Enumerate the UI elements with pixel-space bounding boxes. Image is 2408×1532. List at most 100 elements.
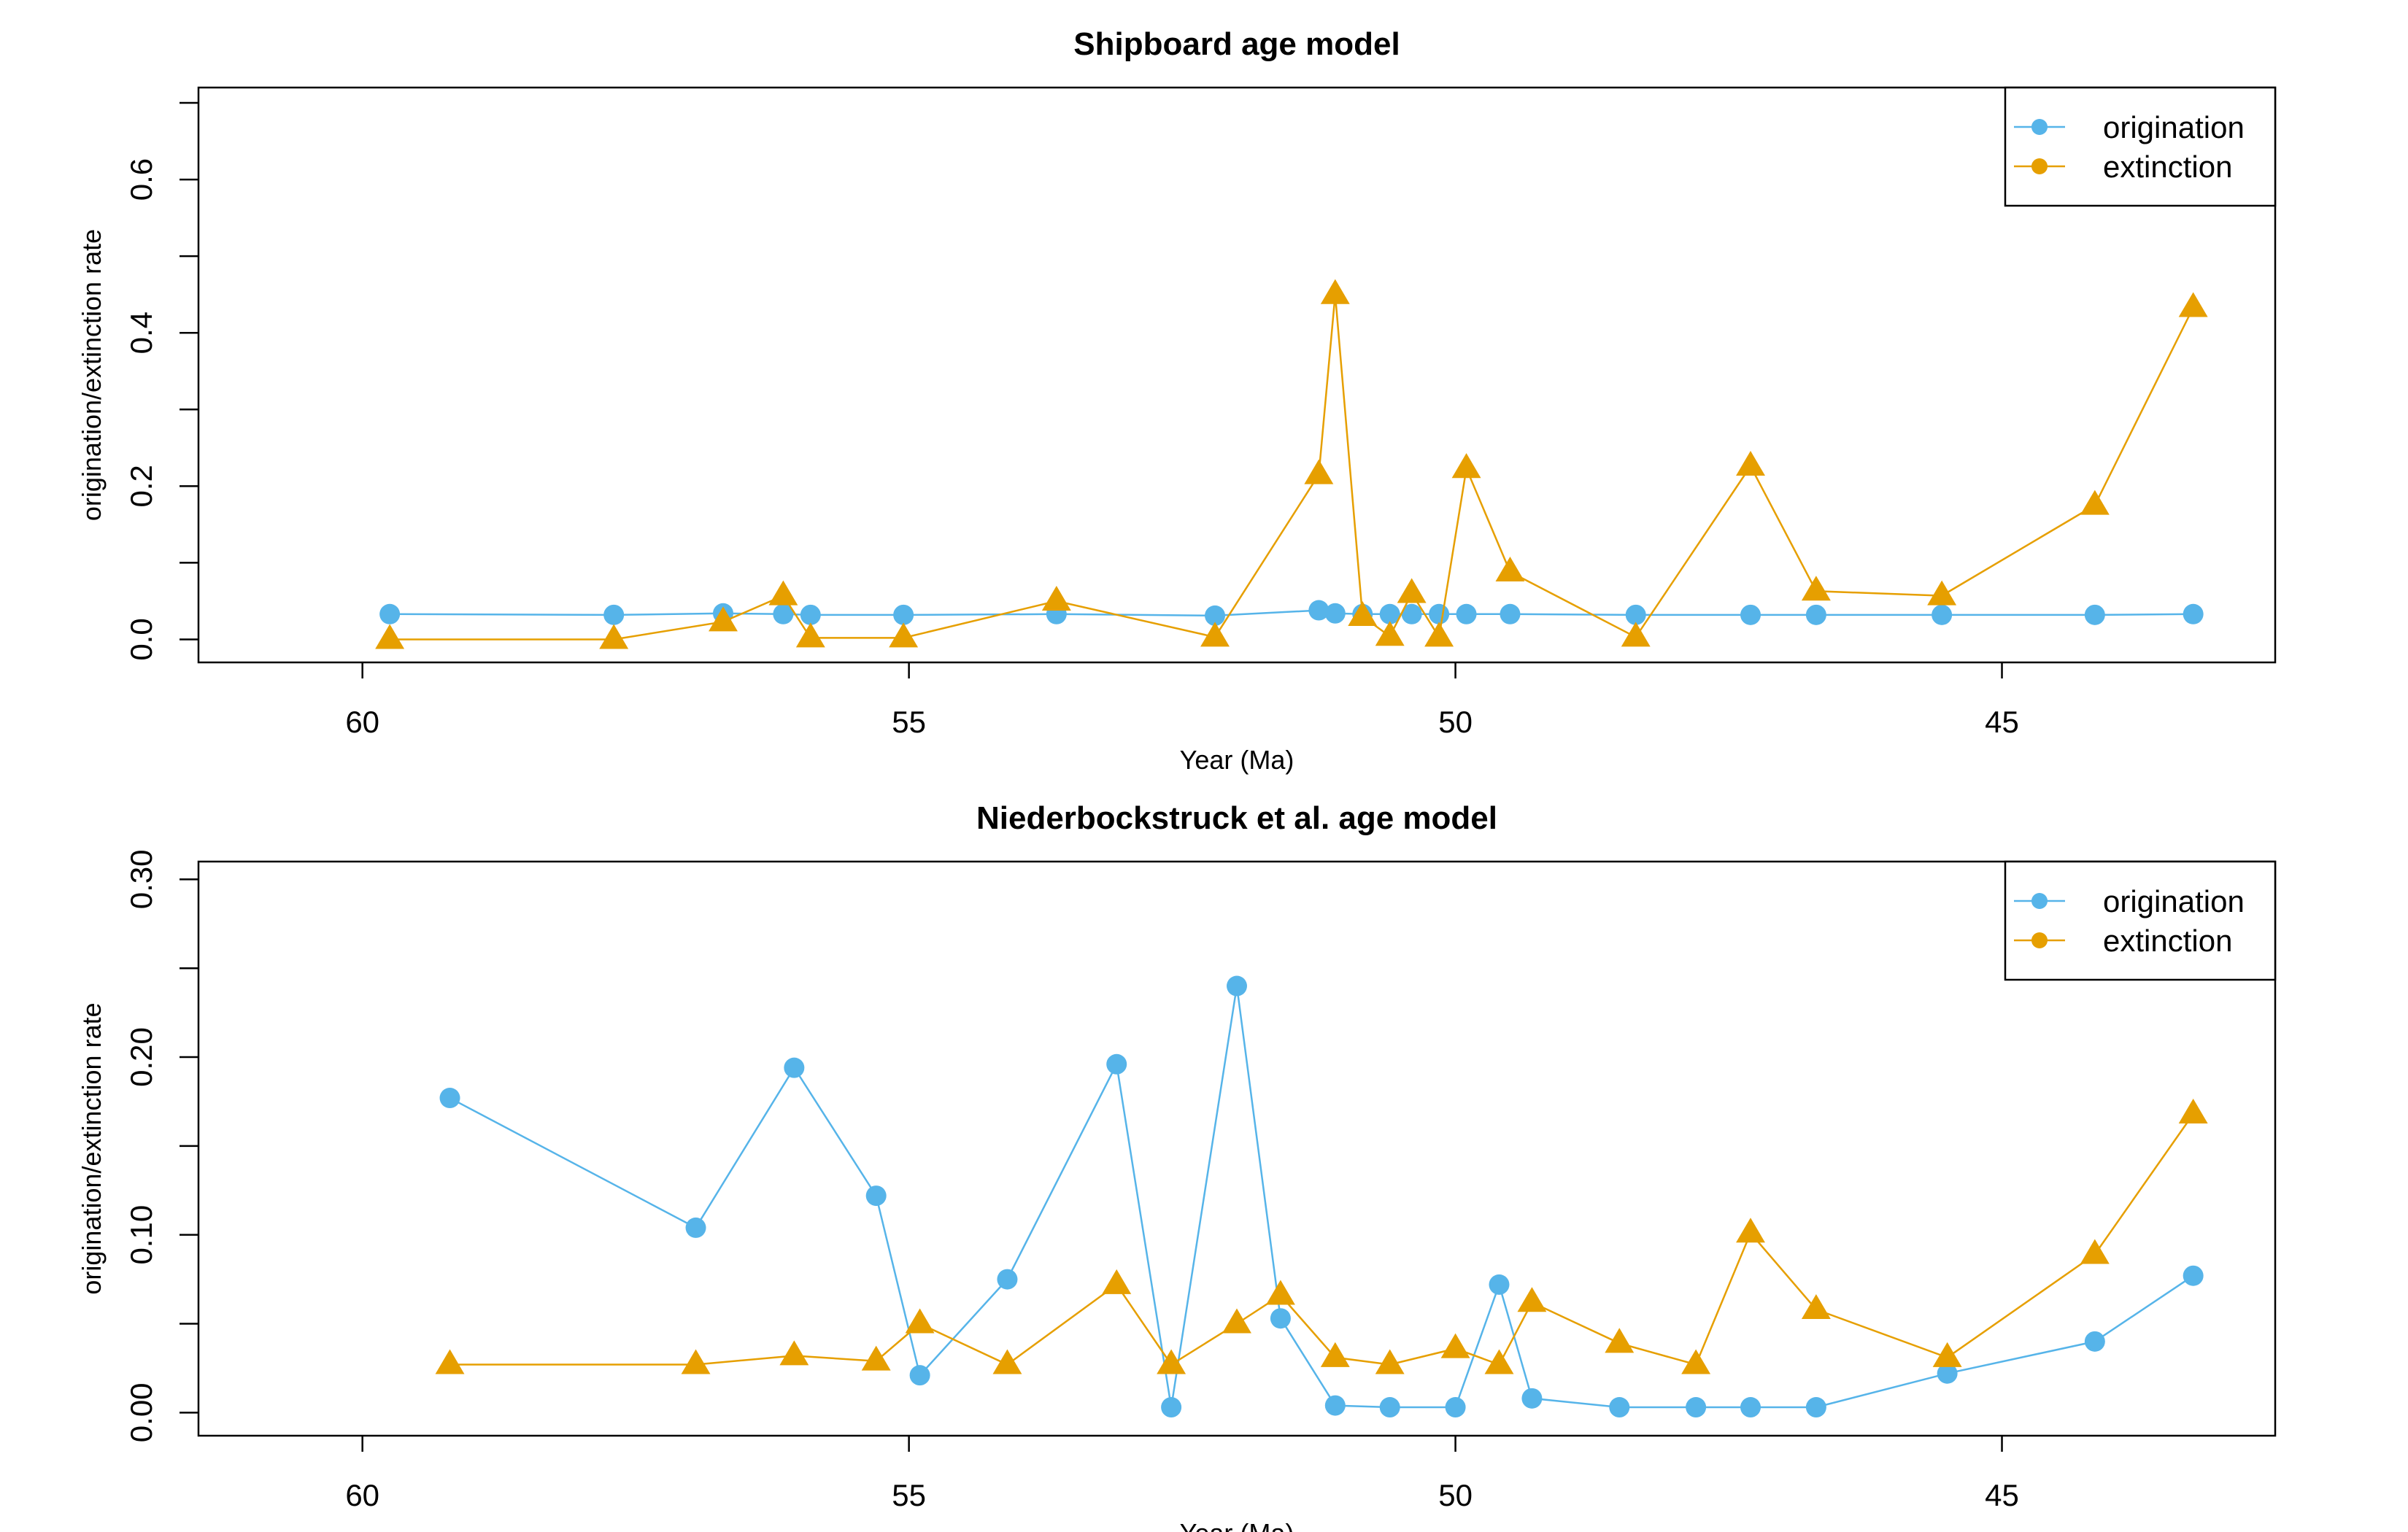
- data-point: [800, 604, 821, 625]
- data-point: [599, 624, 629, 649]
- chart-title: Niederbockstruck et al. age model: [976, 800, 1497, 836]
- data-point: [1205, 605, 1226, 626]
- x-tick-label: 60: [345, 1478, 379, 1512]
- x-tick-label: 55: [892, 705, 926, 739]
- legend-label: origination: [2103, 110, 2245, 144]
- data-point: [1621, 622, 1651, 647]
- data-point: [773, 603, 794, 624]
- x-axis-label: Year (Ma): [1180, 745, 1294, 775]
- data-point: [1609, 1397, 1630, 1418]
- series-origination: [439, 975, 2204, 1418]
- data-point: [1227, 975, 1247, 997]
- legend-marker: [2031, 119, 2048, 135]
- data-point: [2080, 490, 2110, 515]
- data-point: [1106, 1053, 1127, 1075]
- x-tick-label: 60: [345, 705, 379, 739]
- y-tick-label: 0.20: [124, 1027, 158, 1087]
- data-point: [1324, 1395, 1346, 1416]
- series-line-extinction: [390, 294, 2194, 641]
- data-point: [1932, 604, 1953, 625]
- data-point: [1456, 603, 1477, 624]
- data-point: [685, 1217, 706, 1238]
- y-tick-label: 0.4: [124, 312, 158, 354]
- data-point: [1270, 1308, 1291, 1329]
- legend-label: extinction: [2103, 924, 2232, 958]
- y-tick-label: 0.6: [124, 158, 158, 201]
- data-point: [1736, 1218, 1765, 1243]
- data-point: [709, 606, 738, 632]
- series-line-extinction: [449, 1113, 2194, 1366]
- data-point: [603, 604, 625, 625]
- data-point: [905, 1308, 935, 1334]
- data-point: [1324, 603, 1346, 624]
- data-point: [2084, 1331, 2105, 1352]
- panel-shipboard: Shipboard age model 60 55 50 45 Year (Ma) 0.0 0…: [77, 26, 2277, 775]
- data-point: [1805, 604, 1826, 625]
- data-point: [1517, 1287, 1547, 1312]
- data-point: [2183, 603, 2204, 624]
- legend-marker: [2031, 893, 2048, 909]
- data-point: [1451, 453, 1481, 479]
- data-point: [893, 604, 914, 625]
- data-point: [1375, 621, 1405, 646]
- data-point: [1495, 557, 1525, 582]
- data-point: [1440, 1333, 1470, 1358]
- data-point: [992, 1349, 1022, 1374]
- data-point: [997, 1269, 1018, 1290]
- legend-box: [2004, 86, 2277, 207]
- data-point: [1200, 622, 1230, 647]
- data-point: [1932, 1342, 1962, 1367]
- data-point: [1521, 1388, 1543, 1409]
- data-point: [1375, 1349, 1405, 1374]
- chart-title: Shipboard age model: [1073, 26, 1400, 62]
- data-point: [1736, 451, 1765, 476]
- y-axis-label: origination/extinction rate: [77, 229, 107, 521]
- legend: origination extinction: [2004, 860, 2277, 981]
- data-point: [1222, 1308, 1251, 1334]
- data-point: [1320, 279, 1350, 304]
- data-point: [1625, 604, 1646, 625]
- legend-label: extinction: [2103, 150, 2232, 184]
- plot-frame: [197, 860, 2277, 1437]
- series-line-origination: [449, 986, 2194, 1409]
- data-point: [1937, 1363, 1958, 1384]
- data-point: [1740, 1397, 1761, 1418]
- series-extinction: [375, 279, 2208, 649]
- data-point: [909, 1365, 930, 1386]
- y-tick-label: 0.0: [124, 618, 158, 660]
- data-point: [1740, 604, 1761, 625]
- x-tick-label: 45: [1985, 705, 2019, 739]
- data-point: [375, 624, 405, 649]
- data-point: [1379, 603, 1400, 624]
- data-point: [889, 622, 919, 648]
- data-point: [795, 622, 825, 648]
- data-point: [2178, 292, 2208, 317]
- legend-marker: [2031, 158, 2048, 174]
- data-point: [1308, 600, 1330, 621]
- data-point: [1424, 622, 1454, 647]
- data-point: [1161, 1397, 1182, 1418]
- data-point: [1041, 585, 1071, 611]
- data-point: [1801, 576, 1831, 601]
- data-point: [1927, 580, 1957, 606]
- y-tick-label: 0.30: [124, 849, 158, 909]
- y-tick-label: 0.10: [124, 1205, 158, 1265]
- data-point: [1379, 1397, 1400, 1418]
- data-point: [1500, 603, 1521, 624]
- x-tick-label: 50: [1438, 705, 1473, 739]
- data-point: [779, 1340, 809, 1366]
- legend-marker: [2031, 932, 2048, 948]
- panel-niederbockstruck: Niederbockstruck et al. age model 60 55 50 4…: [77, 800, 2277, 1532]
- data-point: [2084, 604, 2105, 625]
- data-point: [1265, 1280, 1295, 1305]
- data-point: [435, 1349, 465, 1374]
- data-point: [1429, 603, 1450, 624]
- y-tick-label: 0.2: [124, 465, 158, 507]
- data-point: [1348, 600, 1378, 626]
- data-point: [865, 1185, 887, 1207]
- plot-frame: [197, 86, 2277, 664]
- data-point: [379, 603, 401, 624]
- data-point: [768, 580, 798, 606]
- series-line-origination: [390, 609, 2193, 617]
